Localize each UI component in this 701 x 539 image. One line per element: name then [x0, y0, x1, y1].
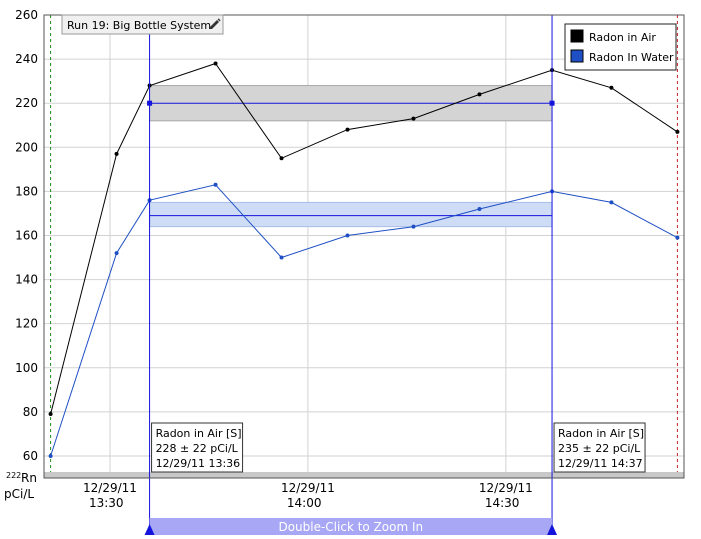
- zoom-in-bar[interactable]: [149, 518, 553, 535]
- y-tick-label: 260: [15, 8, 38, 22]
- cursor-readout-box: [553, 422, 646, 473]
- data-point-radon-in-air: [48, 412, 53, 417]
- legend-label-radon-in-water[interactable]: Radon In Water: [589, 51, 674, 64]
- pencil-icon[interactable]: [210, 18, 221, 29]
- series-lines: [48, 61, 680, 458]
- data-point-radon-in-water: [345, 233, 350, 238]
- ylabel-superscript: 222: [6, 471, 21, 480]
- y-tick-label: 60: [23, 449, 38, 463]
- cursors[interactable]: Radon in Air [S] 228 ± 22 pCi/L 12/29/11 1…: [149, 15, 646, 530]
- y-tick-label: 120: [15, 317, 38, 331]
- data-point-radon-in-water: [213, 182, 218, 187]
- x-tick-label-time: 13:30: [89, 496, 124, 510]
- zoom-bar[interactable]: Double-Click to Zoom In: [144, 518, 558, 535]
- cursor-readout-box: [151, 422, 244, 473]
- cursor-readout-title: Radon in Air [S]: [156, 427, 242, 440]
- data-point-radon-in-water: [114, 251, 119, 256]
- run-label-box[interactable]: [61, 14, 224, 35]
- data-point-radon-in-water: [279, 255, 284, 260]
- plot-background: [44, 15, 684, 478]
- y-tick-label: 100: [15, 361, 38, 375]
- pencil-tip: [217, 18, 221, 22]
- x-tick-label-date: 12/29/11: [479, 481, 533, 495]
- cursor-readout-title: Radon in Air [S]: [558, 427, 644, 440]
- run-label[interactable]: Run 19: Big Bottle System: [61, 14, 224, 35]
- y-tick-label: 180: [15, 184, 38, 198]
- data-point-radon-in-air: [345, 127, 350, 132]
- data-point-radon-in-air: [213, 61, 218, 66]
- cursor-handle[interactable]: [144, 524, 155, 535]
- legend-swatch-radon-in-air[interactable]: [570, 29, 584, 43]
- legend-swatch-radon-in-water[interactable]: [570, 49, 584, 63]
- axes: 60 80 100 120 140 160 180 200 220 240 260 222 Rn pCi/…: [4, 8, 685, 510]
- cursor-readout-time: 12/29/11 14:37: [558, 457, 643, 470]
- mean-bands: [147, 85, 555, 228]
- plot-frame: [43, 14, 685, 479]
- cursor-readout-value: 235 ± 22 pCi/L: [558, 442, 641, 455]
- data-point-radon-in-air: [411, 116, 416, 121]
- pencil-body: [210, 20, 219, 29]
- data-point-radon-in-air: [609, 85, 614, 90]
- data-point-radon-in-water: [411, 224, 416, 229]
- x-tick-label-time: 14:30: [485, 496, 520, 510]
- x-tick-label-time: 14:00: [287, 496, 322, 510]
- legend[interactable]: Radon in Air Radon In Water: [564, 23, 677, 71]
- ylabel-rn: Rn: [21, 471, 37, 485]
- cursor-handle[interactable]: [547, 524, 558, 535]
- legend-label-radon-in-air[interactable]: Radon in Air: [589, 31, 656, 44]
- zoom-in-label[interactable]: Double-Click to Zoom In: [278, 520, 423, 534]
- y-tick-label: 200: [15, 140, 38, 154]
- data-point-radon-in-water: [609, 200, 614, 205]
- cursor-readout-time: 12/29/11 13:36: [156, 457, 241, 470]
- data-point-radon-in-air: [675, 129, 680, 134]
- data-point-radon-in-water: [675, 235, 680, 240]
- y-tick-label: 220: [15, 96, 38, 110]
- plot-area: [44, 15, 684, 478]
- baseline-strip: [44, 472, 684, 478]
- run-label-text[interactable]: Run 19: Big Bottle System: [67, 19, 211, 32]
- y-tick-label: 80: [23, 405, 38, 419]
- data-point-radon-in-air: [477, 92, 482, 97]
- y-tick-label: 240: [15, 52, 38, 66]
- time-markers: [50, 15, 678, 472]
- x-tick-label-date: 12/29/11: [281, 481, 335, 495]
- data-point-radon-in-water: [48, 453, 53, 458]
- data-point-radon-in-water: [477, 207, 482, 212]
- y-tick-label: 160: [15, 228, 38, 242]
- cursor-readout-value: 228 ± 22 pCi/L: [156, 442, 239, 455]
- y-tick-label: 140: [15, 273, 38, 287]
- x-tick-label-date: 12/29/11: [83, 481, 137, 495]
- ylabel-units: pCi/L: [4, 487, 34, 501]
- data-point-radon-in-air: [279, 156, 284, 161]
- data-point-radon-in-air: [114, 151, 119, 156]
